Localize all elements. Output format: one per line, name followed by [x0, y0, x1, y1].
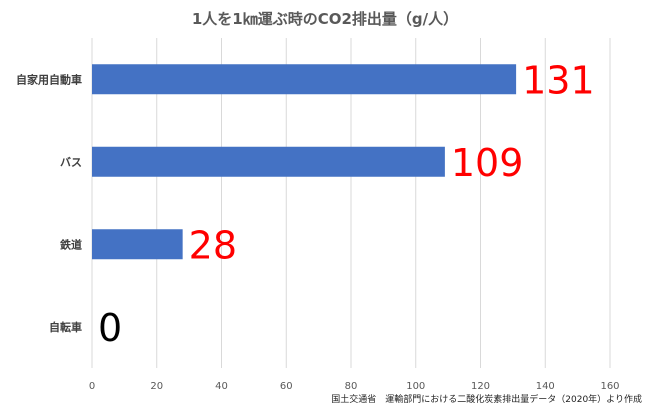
- x-tick-label: 100: [406, 381, 425, 392]
- data-label: 131: [522, 58, 595, 102]
- source-note: 国土交通省 運輸部門における二酸化炭素排出量データ（2020年）より作成: [331, 395, 642, 405]
- data-label: 28: [189, 223, 237, 267]
- chart-title: 1人を1㎞運ぶ時のCO2排出量（g/人）: [191, 10, 459, 28]
- x-tick-label: 60: [280, 381, 293, 392]
- bars: [92, 64, 517, 260]
- x-tick-label: 0: [89, 381, 95, 392]
- x-tick-label: 80: [345, 381, 358, 392]
- data-label: 109: [451, 141, 524, 185]
- bar: [92, 229, 183, 260]
- bar: [92, 64, 517, 95]
- x-tick-label: 120: [471, 381, 490, 392]
- x-axis-tick-labels: 0 20 40 60 80 100 120 140 160: [89, 381, 620, 392]
- category-label: 自転車: [49, 320, 82, 334]
- data-label: 0: [98, 306, 122, 350]
- category-label: 自家用自動車: [16, 72, 82, 86]
- gridlines: [91, 38, 611, 368]
- data-labels: 131 109 28 0: [98, 58, 595, 350]
- x-tick-label: 140: [536, 381, 555, 392]
- x-tick-label: 40: [215, 381, 228, 392]
- bar: [92, 146, 445, 177]
- category-label: 鉄道: [60, 237, 82, 251]
- category-label: バス: [60, 156, 82, 169]
- x-tick-label: 20: [150, 381, 163, 392]
- x-tick-label: 160: [600, 381, 619, 392]
